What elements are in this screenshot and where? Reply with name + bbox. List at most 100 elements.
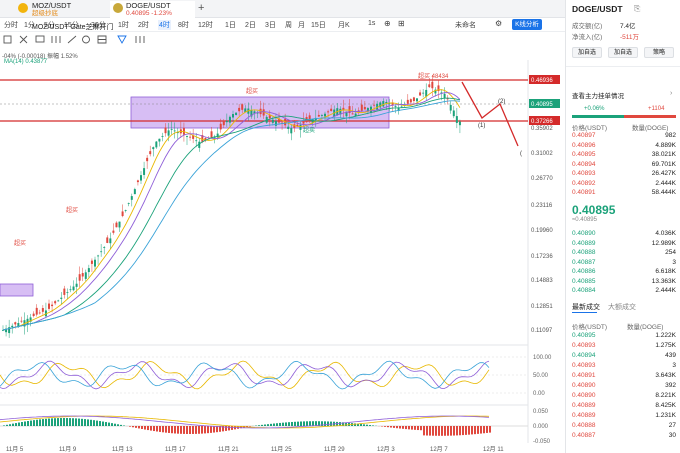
tab-moz[interactable]: MOZ/USDT 超级抄底 [18, 1, 108, 18]
watchlist-button-2[interactable]: 加自选 [608, 47, 638, 58]
macd-bar [168, 426, 170, 433]
candle-body [235, 112, 238, 115]
timeframe-3[interactable]: 15分 [64, 22, 79, 29]
timeframe-10[interactable]: 1日 [225, 22, 236, 29]
timeframe-11[interactable]: 2日 [245, 22, 256, 29]
candle-body [354, 113, 357, 117]
ask-qty: 2.444K [655, 179, 676, 187]
trade-qty: 8.425K [655, 402, 676, 409]
bid-row[interactable]: 0.40885 13.363K [572, 277, 676, 286]
timeframe-14[interactable]: 月 [298, 22, 305, 29]
timeframe-7[interactable]: 4时 [158, 20, 171, 30]
indicator-tick-3: 0.050 [533, 409, 549, 415]
ask-row[interactable]: 0.40895 38.021K [572, 150, 676, 159]
macd-bar [279, 422, 281, 426]
candle-body [164, 127, 167, 134]
bid-row[interactable]: 0.40887 3 [572, 258, 676, 267]
macd-bar [21, 421, 23, 426]
macd-bar [393, 426, 395, 428]
ask-row[interactable]: 0.40892 2.444K [572, 179, 676, 188]
candle-body [360, 104, 363, 111]
bid-row[interactable]: 0.40890 4.036K [572, 229, 676, 238]
ma-line-5 [2, 89, 461, 331]
macd-bar [312, 421, 314, 426]
bid-row[interactable]: 0.40889 12.989K [572, 239, 676, 248]
timeframe-8[interactable]: 8时 [178, 22, 189, 29]
ask-row[interactable]: 0.40896 4.889K [572, 141, 676, 150]
kline-analysis-button[interactable]: K线分析 [512, 19, 542, 30]
candle-body [60, 297, 63, 299]
trade-price: 0.40888 [572, 422, 596, 429]
candle-body [87, 268, 90, 273]
add-tab-icon[interactable]: + [198, 2, 205, 14]
macd-bar [309, 421, 311, 426]
indicator-icon[interactable]: ⊕ [384, 19, 391, 28]
osc-line [0, 360, 490, 390]
trade-row: 0.40890 392 [572, 381, 676, 390]
timeframe-13[interactable]: 周 [285, 22, 292, 29]
macd-bar [270, 423, 272, 426]
indicator-tick-5: -0.050 [533, 439, 551, 445]
candle-body [238, 107, 241, 112]
timeframe-4[interactable]: 30分 [91, 22, 106, 29]
copy-icon[interactable]: ⎘ [634, 4, 641, 13]
trades-tab-latest[interactable]: 最新成交 [572, 304, 600, 311]
ask-row[interactable]: 0.40893 26.427K [572, 169, 676, 178]
bid-row[interactable]: 0.40888 254 [572, 248, 676, 257]
macd-bar [57, 418, 59, 426]
candle-body [308, 115, 311, 121]
macd-bar [285, 422, 287, 426]
flow-title[interactable]: 查看主力挂单情况 [572, 93, 624, 100]
candle-body [416, 98, 418, 102]
main-chart[interactable]: (2) (1) ( 超买 超买 超买 超买 48434 超卖 0.46936 0.… [0, 60, 565, 453]
trades-tab-indicator [572, 312, 597, 313]
candle-body [90, 260, 93, 264]
timeframe-16[interactable]: 月K [338, 22, 350, 29]
macd-bar [300, 421, 302, 426]
bid-row[interactable]: 0.40886 6.618K [572, 267, 676, 276]
candle-body [222, 120, 225, 126]
timeframe-0[interactable]: 分时 [4, 22, 18, 29]
bid-row[interactable]: 0.40884 2.444K [572, 286, 676, 295]
candle-body [385, 101, 388, 104]
macd-bar [48, 418, 50, 426]
template-select[interactable]: 未命名 [455, 22, 476, 29]
trade-price: 0.40891 [572, 372, 596, 379]
toolbar-seconds[interactable]: 1s [368, 20, 376, 27]
ask-row[interactable]: 0.40897 982 [572, 131, 676, 140]
ask-price: 0.40891 [572, 189, 596, 196]
ask-row[interactable]: 0.40891 58.444K [572, 188, 676, 197]
timeframe-12[interactable]: 3日 [265, 22, 276, 29]
tab-doge[interactable]: DOGE/USDT 0.40895 -1.23% [110, 1, 195, 18]
settings-icon[interactable]: ⚙ [495, 19, 503, 28]
price-tick-10: 0.12851 [531, 304, 553, 310]
trades-tab-large[interactable]: 大额成交 [608, 304, 636, 311]
macd-bar [216, 426, 218, 433]
candle-body [130, 196, 133, 200]
timeframe-1[interactable]: 1分 [24, 22, 35, 29]
candle-body [302, 120, 305, 124]
timeframe-2[interactable]: 5分 [44, 22, 55, 29]
timeframe-6[interactable]: 2时 [138, 22, 149, 29]
macd-bar [186, 426, 188, 434]
timeframe-9[interactable]: 12时 [198, 22, 213, 29]
ma-line-20 [2, 97, 461, 331]
timeframe-15[interactable]: 15日 [311, 22, 326, 29]
watchlist-button[interactable]: 加自选 [572, 47, 602, 58]
macd-bar [318, 421, 320, 426]
drawing-tools-icons[interactable] [0, 33, 160, 47]
strategy-button[interactable]: 策略 [644, 47, 674, 58]
trade-qty: 392 [665, 382, 676, 389]
macd-bar [183, 426, 185, 434]
candle-body [253, 111, 256, 114]
timeframe-5[interactable]: 1时 [118, 22, 129, 29]
candle-body [419, 92, 422, 96]
trade-qty: 3.643K [655, 372, 676, 379]
trade-qty: 30 [668, 432, 676, 439]
macd-bar [294, 421, 296, 426]
candle-body [48, 303, 50, 309]
date-tick-3: 11月 17 [165, 446, 186, 453]
ask-row[interactable]: 0.40894 69.701K [572, 160, 676, 169]
layout-icon[interactable]: ⊞ [398, 19, 405, 28]
candle-body [75, 283, 78, 287]
